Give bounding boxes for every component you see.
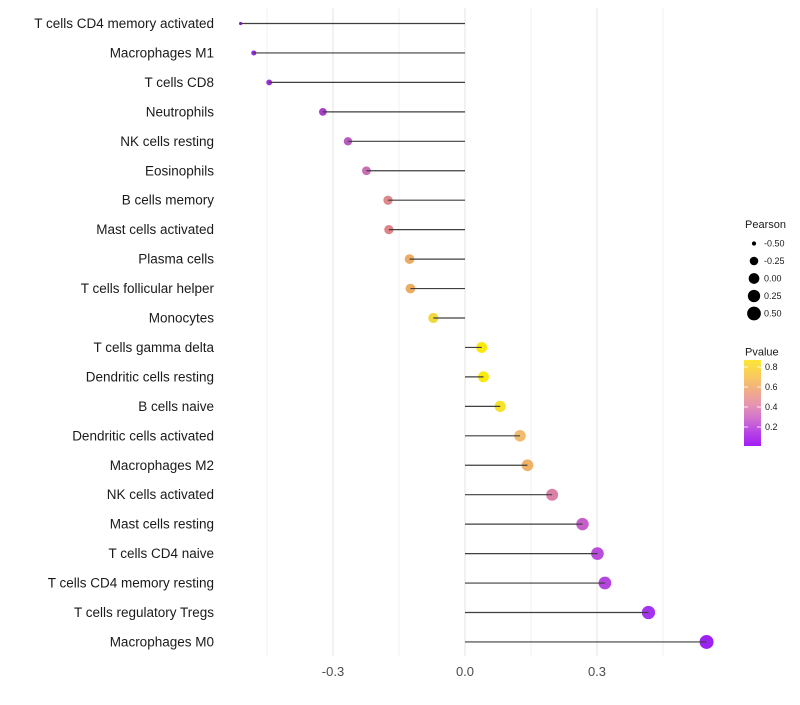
size-legend-label: 0.25 — [764, 291, 782, 301]
size-legend-title: Pearson — [745, 219, 786, 231]
row-label: Plasma cells — [138, 252, 214, 267]
row-label: Neutrophils — [146, 104, 215, 119]
color-legend-tick-label: 0.8 — [765, 362, 778, 372]
size-legend-label: 0.00 — [764, 274, 782, 284]
size-legend-dot — [748, 273, 760, 284]
row-label: NK cells activated — [107, 487, 214, 502]
color-legend-tick-label: 0.4 — [765, 402, 778, 412]
size-legend-label: 0.50 — [764, 309, 782, 319]
row-label: Macrophages M1 — [110, 45, 214, 60]
row-label: T cells follicular helper — [81, 281, 215, 296]
row-label: T cells regulatory Tregs — [74, 605, 214, 620]
row-label: Monocytes — [149, 311, 215, 326]
row-label: Macrophages M0 — [110, 634, 214, 649]
row-label: T cells CD4 memory resting — [48, 576, 214, 591]
row-label: Eosinophils — [145, 163, 214, 178]
row-label: B cells memory — [122, 193, 215, 208]
lollipop-dot — [251, 50, 257, 56]
lollipop-dot — [591, 547, 604, 560]
row-label: Mast cells resting — [110, 517, 214, 532]
size-legend-dot — [747, 289, 761, 303]
row-label: Mast cells activated — [96, 222, 214, 237]
row-label: Dendritic cells activated — [72, 428, 214, 443]
size-legend-dot — [751, 241, 757, 246]
x-tick-label: -0.3 — [322, 664, 344, 679]
color-legend-tick-label: 0.6 — [765, 382, 778, 392]
x-tick-label: 0.3 — [588, 664, 606, 679]
lollipop-dot — [476, 341, 488, 353]
row-label: NK cells resting — [120, 134, 214, 149]
row-label: T cells gamma delta — [93, 340, 214, 355]
x-tick-label: 0.0 — [456, 664, 474, 679]
size-legend-label: -0.50 — [764, 239, 785, 249]
row-label: B cells naive — [138, 399, 214, 414]
row-label: Macrophages M2 — [110, 458, 214, 473]
row-label: T cells CD4 naive — [108, 546, 214, 561]
color-legend-tick-label: 0.2 — [765, 422, 778, 432]
row-label: T cells CD4 memory activated — [34, 16, 214, 31]
row-label: Dendritic cells resting — [86, 369, 214, 384]
row-label: T cells CD8 — [144, 75, 214, 90]
color-legend-title: Pvalue — [745, 347, 779, 359]
size-legend-label: -0.25 — [764, 256, 785, 266]
size-legend-dot — [749, 256, 759, 266]
color-legend-bar — [744, 360, 761, 446]
size-legend-dot — [747, 306, 761, 321]
